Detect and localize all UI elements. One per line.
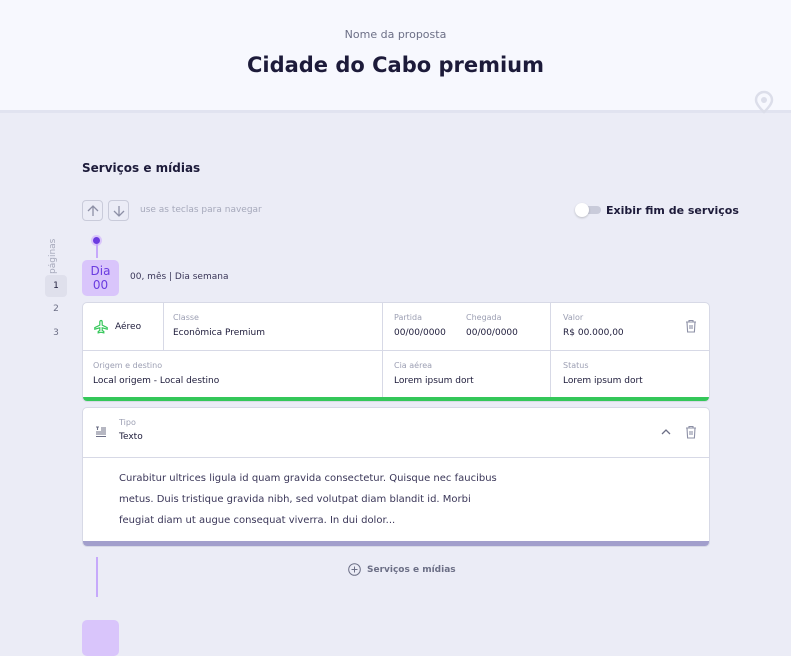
valor-label: Valor [563,313,584,322]
status-bar [83,397,709,401]
add-services-button[interactable]: Serviços e mídias [348,563,456,576]
location-pin-icon[interactable] [753,90,775,114]
partida-label: Partida [394,313,422,322]
toggle-label: Exibir fim de serviços [606,204,739,217]
day-label: Dia [90,264,111,278]
text-document-icon [96,426,106,438]
show-end-services-toggle[interactable] [575,203,601,217]
classe-label: Classe [173,313,199,322]
valor-value: R$ 00.000,00 [563,328,624,338]
card-bottom-bar [83,541,709,546]
chegada-value: 00/00/0000 [466,328,518,338]
partida-value: 00/00/0000 [394,328,446,338]
page-3[interactable]: 3 [53,328,59,338]
arrow-down-button[interactable] [108,200,129,221]
arrow-up-icon [87,204,98,216]
timeline-line [96,557,98,597]
page-1[interactable]: 1 [45,275,67,297]
timeline-line [96,244,98,258]
arrow-down-icon [113,205,124,217]
airplane-icon [94,319,108,334]
service-type: Aéreo [115,321,142,332]
tipo-label: Tipo [119,418,136,427]
tipo-value: Texto [119,432,143,442]
classe-value: Econômica Premium [173,328,265,338]
plus-circle-icon [348,563,361,576]
status-value: Lorem ipsum dort [563,376,643,386]
day-number: 00 [92,278,109,292]
arrow-up-button[interactable] [82,200,103,221]
trash-icon[interactable] [685,319,697,333]
proposal-name-label: Nome da proposta [344,28,447,41]
cia-value: Lorem ipsum dort [394,376,474,386]
page-title: Cidade do Cabo premium [246,53,545,77]
cia-label: Cia aérea [394,361,433,370]
origem-value: Local origem - Local destino [93,376,220,386]
text-body: Curabitur ultrices ligula id quam gravid… [119,473,497,526]
page-2[interactable]: 2 [53,304,59,314]
timeline-dot [93,237,100,244]
pages-label: páginas [48,238,58,274]
navigation-hint: use as teclas para navegar [140,205,262,215]
add-services-label: Serviços e mídias [367,564,456,575]
chegada-label: Chegada [466,313,502,322]
origem-label: Origem e destino [93,361,163,370]
trash-icon[interactable] [685,425,697,439]
status-label: Status [563,361,589,370]
flight-service-card[interactable]: Aéreo Classe Econômica Premium Partida 00/… [82,302,710,402]
header: Nome da proposta Cidade do Cabo premium [0,0,791,114]
section-title: Serviços e mídias [82,161,201,175]
chevron-up-icon[interactable] [661,428,671,435]
next-day-badge [82,620,119,656]
day-date: 00, mês | Dia semana [130,272,229,282]
text-media-card[interactable]: Tipo Texto Curabitur ultrices ligula id q… [82,407,710,547]
day-badge: Dia 00 [82,260,119,296]
